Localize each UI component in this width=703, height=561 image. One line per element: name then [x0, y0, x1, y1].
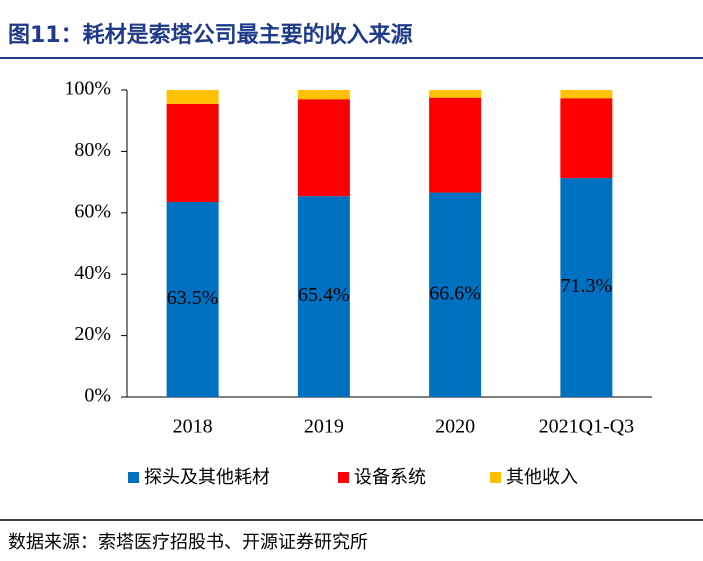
chart-title: 图11：耗材是索塔公司最主要的收入来源	[8, 22, 413, 48]
x-tick-label: 2018	[173, 416, 213, 438]
bar-segment	[560, 98, 613, 179]
bar-segment	[429, 97, 482, 193]
data-label: 65.4%	[298, 284, 350, 306]
data-label: 71.3%	[561, 275, 613, 297]
source-note: 数据来源：索塔医疗招股书、开源证券研究所	[8, 532, 368, 553]
bar-segment	[166, 103, 219, 203]
bar-segment	[297, 99, 350, 197]
bar-segment	[166, 90, 219, 104]
legend-swatch	[128, 472, 139, 483]
x-tick-label: 2020	[435, 416, 475, 438]
legend-label: 其他收入	[506, 467, 578, 488]
x-tick-label: 2019	[304, 416, 344, 438]
data-label: 63.5%	[167, 287, 219, 309]
legend-swatch	[490, 472, 501, 483]
data-label: 66.6%	[429, 282, 481, 304]
legend-swatch	[338, 472, 349, 483]
bar-segment	[297, 90, 350, 100]
bar-segment	[166, 202, 219, 397]
legend-label: 设备系统	[354, 467, 426, 488]
y-tick-label: 0%	[84, 385, 111, 407]
x-tick-label: 2021Q1-Q3	[539, 416, 635, 438]
bar-segment	[560, 178, 613, 397]
y-tick-label: 100%	[64, 78, 111, 100]
bar-segment	[429, 90, 482, 98]
y-tick-label: 40%	[74, 262, 111, 284]
y-tick-label: 80%	[74, 139, 111, 161]
y-tick-label: 20%	[74, 323, 111, 345]
legend-label: 探头及其他耗材	[144, 467, 270, 488]
bar-segment	[560, 90, 613, 99]
bar-segment	[429, 192, 482, 397]
y-tick-label: 60%	[74, 200, 111, 222]
bar-segment	[297, 196, 350, 397]
